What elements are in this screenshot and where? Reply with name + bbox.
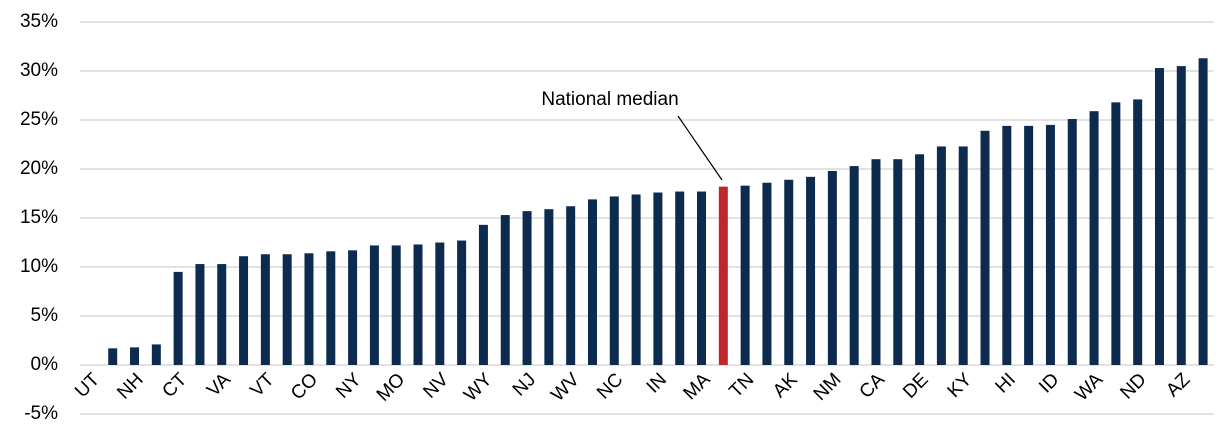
x-tick-label: KY bbox=[944, 369, 977, 402]
bar bbox=[260, 254, 270, 365]
bar bbox=[435, 242, 445, 365]
bar bbox=[915, 154, 925, 365]
y-tick-label: 5% bbox=[31, 305, 59, 326]
x-tick-label: CO bbox=[287, 369, 322, 404]
annotation: National median bbox=[541, 89, 678, 110]
bar bbox=[609, 196, 619, 365]
x-tick-label: AZ bbox=[1162, 369, 1194, 401]
y-tick-label: 10% bbox=[20, 256, 58, 277]
x-tick-label: MA bbox=[680, 369, 715, 404]
x-tick-label: TN bbox=[725, 369, 758, 402]
bar bbox=[697, 191, 707, 365]
bar bbox=[936, 146, 946, 365]
x-tick-label: WV bbox=[547, 369, 584, 406]
x-tick-label: MO bbox=[373, 369, 409, 405]
bar bbox=[1176, 66, 1186, 365]
x-tick-label: ID bbox=[1035, 369, 1063, 397]
bar bbox=[217, 264, 227, 365]
bar bbox=[457, 240, 467, 365]
bar bbox=[762, 182, 772, 365]
x-tick-label: CT bbox=[158, 369, 191, 402]
bar bbox=[391, 245, 401, 365]
bar bbox=[1198, 58, 1208, 365]
bar bbox=[893, 159, 903, 365]
bar bbox=[348, 250, 358, 365]
x-tick-label: DE bbox=[899, 369, 933, 403]
y-tick-label: 25% bbox=[20, 109, 58, 130]
x-tick-label: NV bbox=[419, 369, 453, 403]
bar bbox=[740, 185, 750, 365]
bar bbox=[173, 271, 183, 365]
bar bbox=[522, 211, 532, 365]
bar bbox=[1154, 68, 1164, 365]
bar bbox=[282, 254, 292, 365]
bar bbox=[326, 251, 336, 365]
bar bbox=[718, 186, 728, 365]
x-tick-label: VA bbox=[203, 369, 235, 401]
bar bbox=[631, 194, 641, 365]
bar bbox=[304, 253, 314, 365]
x-tick-label: NC bbox=[593, 369, 627, 403]
bar bbox=[108, 348, 118, 365]
x-tick-label: WA bbox=[1071, 369, 1107, 405]
y-tick-label: 0% bbox=[31, 354, 59, 375]
bar bbox=[239, 256, 249, 365]
x-tick-label: ND bbox=[1116, 369, 1150, 403]
bar bbox=[1002, 125, 1012, 365]
bar bbox=[784, 179, 794, 365]
bar bbox=[980, 130, 990, 365]
x-tick-label: VT bbox=[246, 369, 278, 401]
x-tick-label: UT bbox=[71, 369, 104, 402]
y-tick-label: -5% bbox=[24, 403, 58, 424]
bar bbox=[871, 159, 881, 365]
bar bbox=[369, 245, 379, 365]
bar bbox=[806, 176, 816, 365]
bar bbox=[1024, 125, 1034, 365]
bar bbox=[1111, 102, 1121, 366]
bar bbox=[195, 264, 205, 365]
bar bbox=[1045, 124, 1055, 366]
bar bbox=[1067, 119, 1077, 366]
x-tick-label: NJ bbox=[509, 369, 540, 400]
bar bbox=[587, 199, 597, 365]
bar bbox=[1089, 111, 1099, 366]
bar bbox=[566, 206, 576, 365]
bar bbox=[500, 215, 510, 365]
bar bbox=[827, 170, 837, 365]
x-tick-label: NY bbox=[332, 369, 366, 403]
y-tick-label: 30% bbox=[20, 60, 58, 81]
bar bbox=[1133, 99, 1143, 366]
x-tick-label: NM bbox=[810, 369, 846, 405]
x-tick-label: WY bbox=[460, 369, 497, 406]
bar bbox=[413, 244, 423, 365]
x-tick-label: HI bbox=[992, 369, 1020, 397]
x-tick-label: IN bbox=[643, 369, 671, 397]
bar bbox=[958, 146, 968, 365]
bar bbox=[675, 191, 685, 365]
x-tick-label: CA bbox=[856, 369, 890, 403]
x-tick-label: AK bbox=[769, 369, 802, 402]
bar bbox=[478, 224, 488, 365]
bar bbox=[849, 166, 859, 365]
bar bbox=[544, 209, 554, 365]
y-tick-label: 20% bbox=[20, 158, 58, 179]
x-tick-label: NH bbox=[113, 369, 147, 403]
annotation-leader bbox=[677, 115, 723, 181]
bar bbox=[151, 344, 161, 365]
bar bbox=[130, 347, 140, 365]
bar bbox=[653, 192, 663, 365]
y-tick-label: 35% bbox=[20, 11, 58, 32]
y-tick-label: 15% bbox=[20, 207, 58, 228]
